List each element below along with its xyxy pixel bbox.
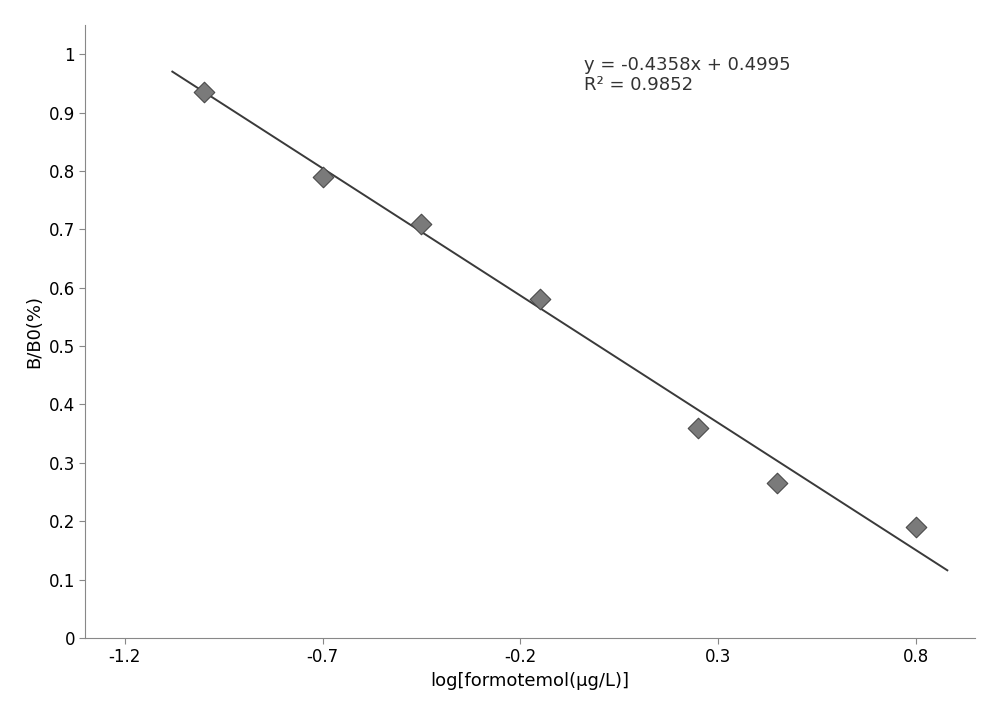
Point <box>769 478 785 489</box>
Point <box>196 87 212 98</box>
Point <box>690 422 706 433</box>
Point <box>908 521 924 533</box>
Point <box>532 294 548 305</box>
Point <box>413 218 429 230</box>
Text: y = -0.4358x + 0.4995
R² = 0.9852: y = -0.4358x + 0.4995 R² = 0.9852 <box>584 56 790 94</box>
X-axis label: log[formotemol(μg/L)]: log[formotemol(μg/L)] <box>431 672 630 690</box>
Y-axis label: B/B0(%): B/B0(%) <box>25 295 43 368</box>
Point <box>315 171 331 182</box>
